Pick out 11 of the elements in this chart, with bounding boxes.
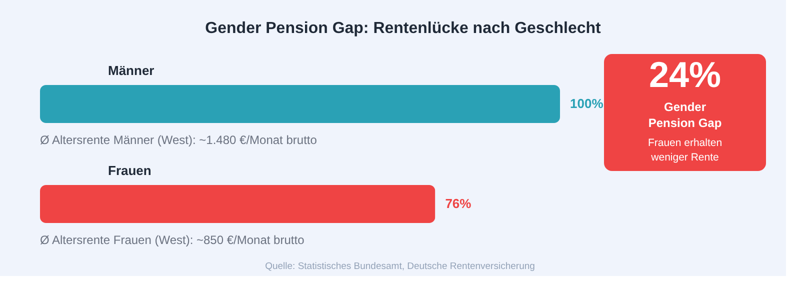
text: Gender Pension Gap: [648, 100, 722, 130]
text: Frauen erhalten weniger Rente: [648, 137, 722, 164]
data-label: 76%: [445, 196, 472, 211]
category-label: Männer: [108, 63, 154, 78]
source-note: Quelle: Statistisches Bundesamt, Deutsche Rentenversicherung: [265, 261, 535, 272]
category-label: Frauen: [108, 163, 152, 178]
data-label: 100%: [570, 96, 604, 111]
chart-title: Gender Pension Gap: Rentenlücke nach Geschlecht: [205, 20, 602, 37]
annotation: Ø Altersrente Männer (West): ~1.480 €/Monat brutto: [40, 133, 318, 147]
text: 24%: [648, 54, 722, 95]
text: Ø Altersrente Frauen (West): ~850 €/Monat brutto: [40, 233, 305, 247]
